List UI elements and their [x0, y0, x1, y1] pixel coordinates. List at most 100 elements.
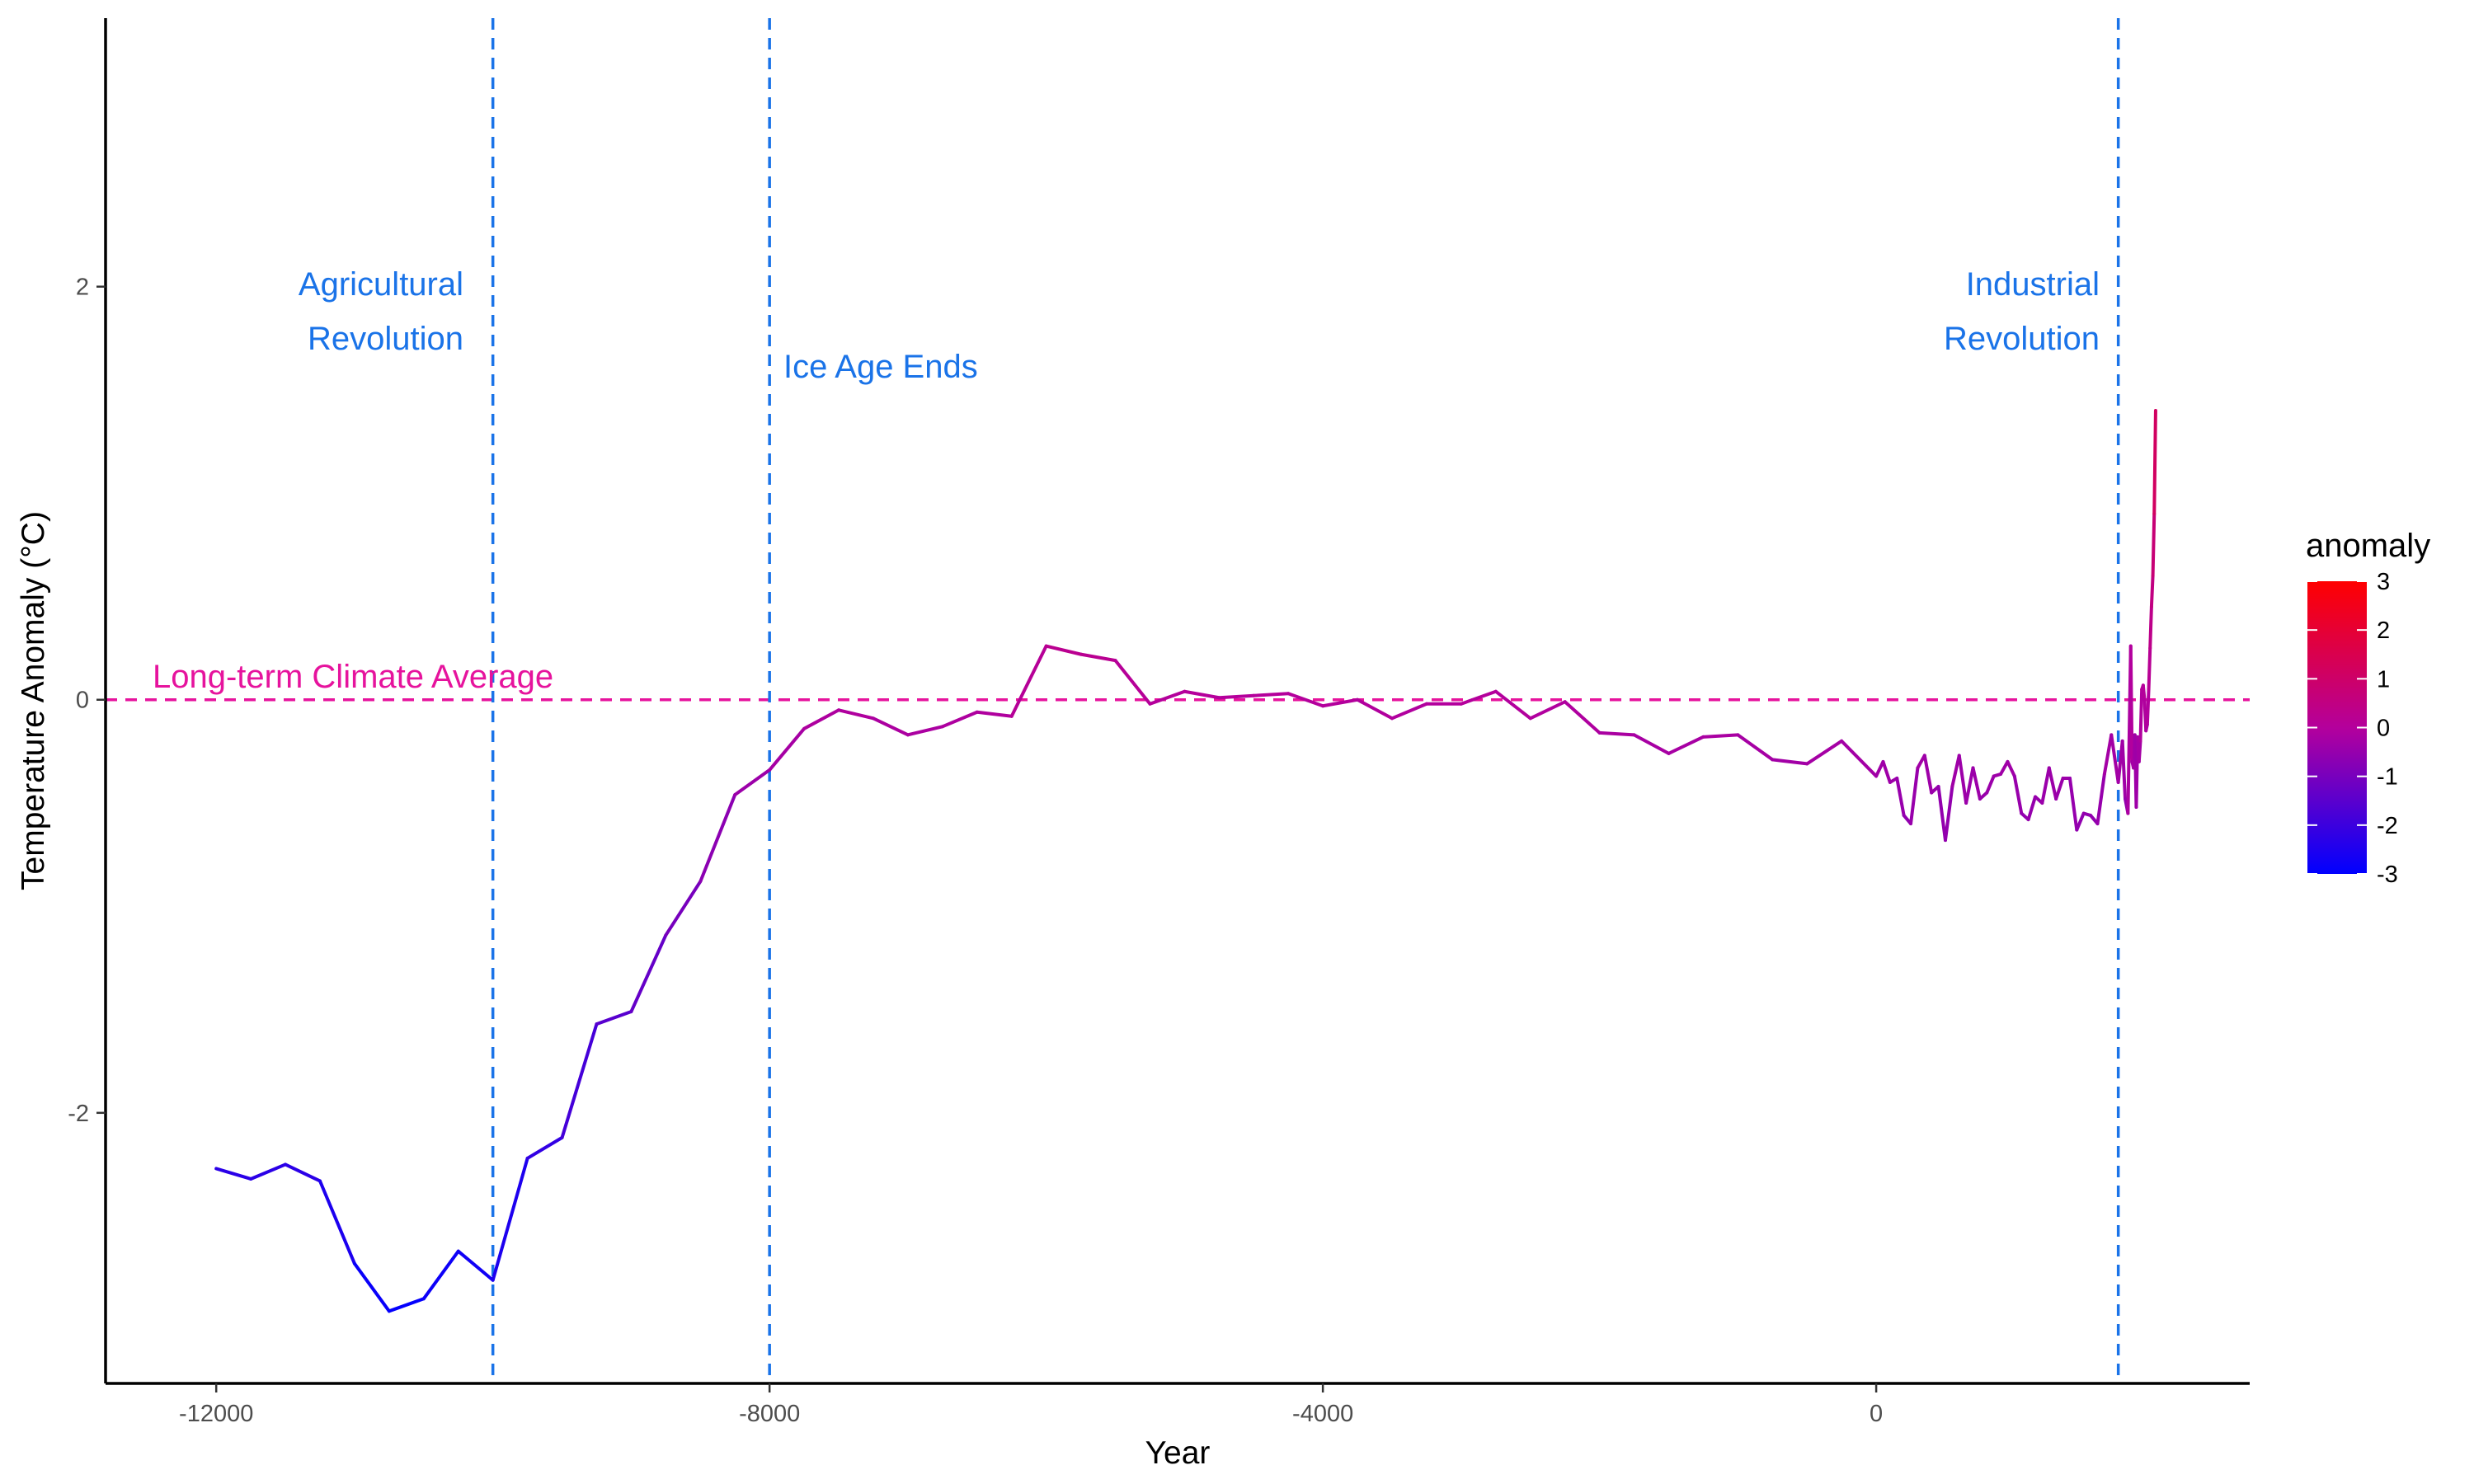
series-segment [1881, 759, 1892, 784]
series-segment [2026, 795, 2037, 822]
anomaly-series-line [214, 409, 2157, 1313]
series-segment [1148, 689, 1187, 706]
series-segment [2141, 683, 2147, 702]
series-segment [1009, 644, 1048, 718]
series-segment [2006, 759, 2016, 778]
series-segment [1459, 689, 1498, 706]
industrial-revolution-label-line1: Industrial [1966, 266, 2100, 303]
agricultural-revolution-label-line1: Agricultural [299, 266, 463, 303]
series-segment [2152, 409, 2157, 516]
legend-label: -1 [2377, 764, 2398, 791]
series-segment [2012, 774, 2024, 815]
series-segment [1286, 692, 1325, 708]
series-segment [2148, 605, 2153, 650]
series-segment [1701, 733, 1740, 739]
series-segment [871, 716, 910, 737]
series-segment [1217, 693, 1256, 700]
series-segment [1736, 733, 1775, 762]
series-segment [1356, 697, 1394, 721]
series-segment [1895, 776, 1906, 818]
long-term-average-label: Long-term Climate Average [153, 659, 553, 695]
legend-label: 3 [2377, 569, 2390, 595]
series-segment [1597, 730, 1636, 737]
x-tick-label: -12000 [179, 1401, 253, 1427]
series-segment [1079, 652, 1117, 663]
legend-label: 0 [2377, 716, 2390, 742]
ice-age-ends-label: Ice Age Ends [783, 349, 978, 385]
series-segment [2067, 776, 2079, 832]
series-segment [2054, 776, 2065, 801]
x-tick-label: 0 [1870, 1401, 1883, 1427]
series-segment [1113, 659, 1152, 706]
series-segment [1909, 766, 1920, 826]
series-segment [1950, 754, 1961, 788]
series-segment [940, 710, 979, 729]
series-segment [1183, 689, 1221, 700]
series-segment [560, 1022, 599, 1139]
series-segment [664, 880, 703, 937]
series-segment [456, 1249, 495, 1282]
legend-label: -3 [2377, 862, 2398, 888]
series-segment [1943, 784, 1954, 843]
legend-label: 2 [2377, 618, 2390, 644]
y-tick-label: 2 [76, 275, 89, 301]
legend: anomaly 3 2 1 0 -1 -2 -3 [2306, 528, 2430, 888]
series-segment [1563, 700, 1602, 735]
series-segment [1840, 739, 1879, 778]
y-axis-title: Temperature Anomaly (°C) [16, 511, 51, 890]
series-segment [318, 1179, 356, 1266]
x-tick-label: -8000 [739, 1401, 800, 1427]
series-segment [2149, 574, 2155, 609]
series-segment [284, 1162, 322, 1183]
series-segment [1957, 754, 1968, 805]
series-segment [802, 708, 841, 730]
agricultural-revolution-label-line2: Revolution [308, 321, 463, 357]
series-segment [2151, 512, 2157, 578]
series-segment [1985, 774, 1996, 795]
series-segment [629, 933, 668, 1014]
series-segment [1936, 784, 1947, 843]
series-segment [768, 726, 807, 772]
series-segment [525, 1135, 564, 1160]
series-segment [1964, 766, 1975, 805]
series-segment [975, 710, 1014, 718]
series-segment [2109, 733, 2120, 784]
series-segment [2145, 688, 2151, 726]
series-segment [2047, 766, 2058, 801]
legend-title: anomaly [2306, 528, 2430, 564]
series-segment [1632, 733, 1671, 755]
series-segment [2137, 739, 2142, 763]
series-segment [1874, 759, 1885, 778]
legend-label: 1 [2377, 666, 2390, 693]
series-segment [249, 1162, 288, 1181]
y-tick-label: 0 [76, 688, 89, 714]
series-segment [2102, 733, 2114, 776]
series-segment [1922, 754, 1934, 795]
series-segment [214, 1167, 253, 1181]
series-segment [2040, 766, 2051, 805]
industrial-revolution-label-line2: Revolution [1944, 321, 2100, 357]
series-segment [837, 708, 875, 721]
series-segment [1999, 759, 2010, 776]
series-segment [698, 792, 737, 884]
series-segment [387, 1297, 426, 1313]
series-segment [2075, 811, 2086, 832]
series-segment [1771, 758, 1809, 766]
legend-label: -2 [2377, 813, 2398, 839]
x-tick-label: -4000 [1292, 1401, 1353, 1427]
series-segment [2095, 772, 2106, 826]
y-tick-label: -2 [68, 1101, 89, 1127]
series-segment [2147, 646, 2152, 692]
series-segment [1528, 700, 1567, 721]
series-segment [1390, 702, 1428, 721]
series-segment [1321, 697, 1360, 708]
series-segment [1805, 739, 1844, 766]
series-segment [2128, 644, 2134, 763]
series-segment [595, 1010, 633, 1026]
series-segment [1044, 644, 1083, 656]
x-axis-title: Year [1145, 1435, 1211, 1471]
series-segment [905, 725, 944, 737]
series-segment [1971, 766, 1982, 801]
series-segment [2120, 739, 2128, 801]
